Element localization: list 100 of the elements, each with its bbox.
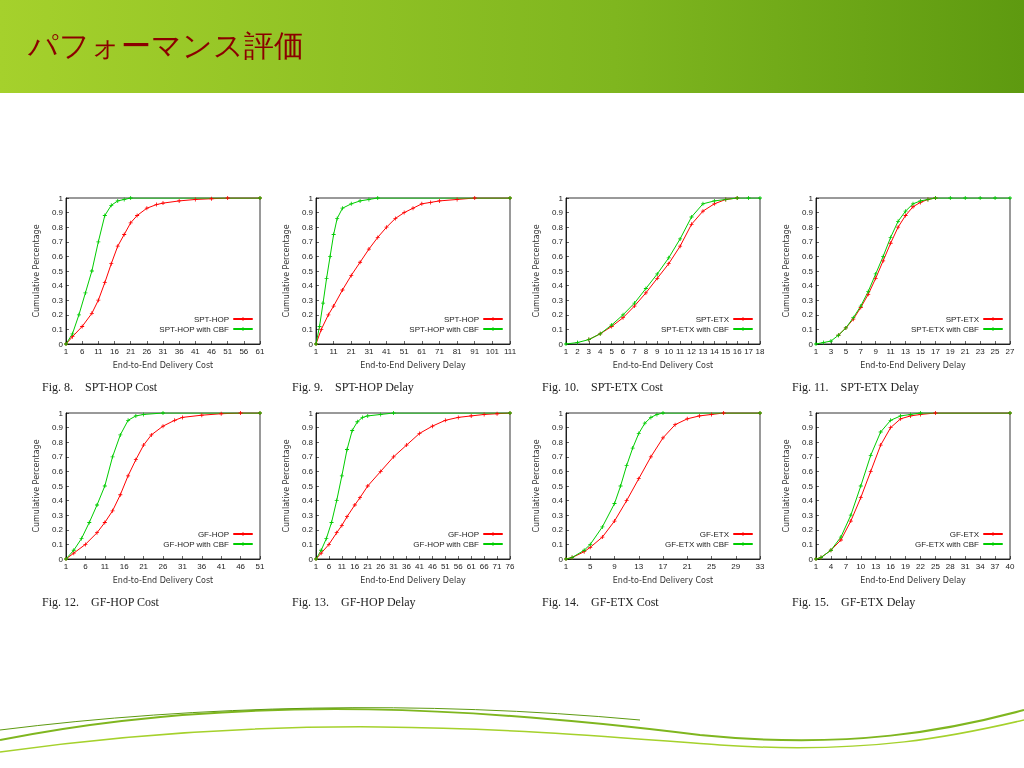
x-tick-label: 41 [382, 346, 392, 356]
point [858, 495, 863, 500]
point [83, 542, 88, 547]
x-tick-label: 29 [731, 561, 741, 571]
legend-label: SPT-ETX with CBF [910, 324, 980, 334]
legend-label: SPT-HOP [443, 314, 479, 324]
y-tick-label: 0.4 [301, 281, 314, 291]
x-tick-label: 56 [239, 346, 249, 356]
y-tick-label: 0.8 [551, 222, 564, 232]
point [709, 412, 714, 417]
line-series [814, 196, 1012, 346]
legend-label: GF-HOP [197, 529, 229, 539]
x-tick-label: 25 [707, 561, 717, 571]
x-tick-label: 71 [492, 561, 503, 571]
point [109, 261, 114, 266]
y-tick-label: 0.1 [51, 324, 64, 334]
y-tick-label: 0.9 [51, 208, 64, 218]
point [135, 213, 140, 218]
point [199, 413, 204, 418]
x-tick-label: 36 [174, 346, 185, 356]
x-tick-label: 16 [110, 346, 120, 356]
point [102, 280, 107, 285]
x-tick-label: 46 [427, 561, 438, 571]
y-tick-label: 0.6 [801, 466, 814, 476]
point [133, 457, 138, 462]
x-axis-title: End-to-End Delivery Delay [360, 360, 467, 370]
point [334, 498, 339, 503]
line-series [314, 411, 512, 561]
line-series [64, 196, 262, 346]
x-tick-label: 11 [94, 346, 104, 356]
y-axis-title: Cumulative Percentage [32, 224, 42, 318]
point [144, 206, 149, 211]
legend-label: GF-HOP with CBF [163, 539, 230, 549]
x-tick-label: 31 [364, 346, 374, 356]
point [79, 536, 84, 541]
y-tick-label: 0.5 [551, 481, 564, 491]
line-series [64, 411, 262, 561]
point [404, 443, 409, 448]
point [375, 235, 380, 240]
x-axis-title: End-to-End Delivery Delay [360, 575, 467, 585]
legend-label: GF-ETX [949, 529, 980, 539]
y-tick-label: 0.5 [51, 481, 64, 491]
x-tick-label: 21 [960, 346, 971, 356]
x-tick-label: 27 [1005, 346, 1015, 356]
x-tick-label: 28 [945, 561, 956, 571]
point [643, 286, 648, 291]
y-axis-title: Cumulative Percentage [782, 224, 792, 318]
caption: Fig. 13. GF-HOP Delay [292, 595, 417, 610]
y-tick-label: 0.6 [551, 466, 564, 476]
y-tick-label: 0.7 [551, 452, 564, 462]
legend-label: SPT-ETX [945, 314, 980, 324]
point [888, 418, 893, 423]
x-tick-label: 76 [505, 561, 515, 571]
y-tick-label: 0.3 [51, 295, 64, 305]
point [128, 220, 133, 225]
point [600, 535, 605, 540]
y-tick-label: 0.8 [51, 437, 64, 447]
point [384, 225, 389, 230]
point [219, 411, 224, 416]
y-tick-label: 0.1 [551, 324, 564, 334]
y-tick-label: 0.6 [51, 466, 64, 476]
legend-label: SPT-ETX with CBF [660, 324, 730, 334]
y-tick-label: 0.2 [551, 310, 564, 320]
x-tick-label: 13 [901, 346, 911, 356]
x-tick-label: 11 [675, 346, 685, 356]
x-tick-label: 25 [990, 346, 1001, 356]
y-tick-label: 0.3 [551, 510, 564, 520]
y-tick-label: 0.6 [301, 251, 314, 261]
x-tick-label: 10 [856, 561, 866, 571]
point [349, 273, 354, 278]
x-tick-label: 7 [858, 346, 864, 356]
y-tick-label: 1 [58, 193, 64, 203]
point [360, 415, 365, 420]
x-axis-title: End-to-End Delivery Delay [860, 360, 967, 370]
x-tick-label: 61 [417, 346, 427, 356]
point [331, 232, 336, 237]
point [102, 213, 107, 218]
x-tick-label: 36 [197, 561, 207, 571]
point [443, 418, 448, 423]
y-tick-label: 0.2 [51, 310, 64, 320]
point [878, 443, 883, 448]
x-tick-label: 21 [139, 561, 149, 571]
caption: Fig. 11. SPT-ETX Delay [792, 380, 921, 395]
x-tick-label: 36 [402, 561, 412, 571]
line-series [314, 196, 512, 346]
point [678, 244, 683, 249]
point [193, 197, 198, 202]
x-tick-label: 17 [658, 561, 668, 571]
y-tick-label: 1 [808, 193, 814, 203]
point [118, 492, 123, 497]
y-axis-title: Cumulative Percentage [32, 439, 42, 533]
y-tick-label: 1 [308, 408, 314, 418]
y-axis-title: Cumulative Percentage [782, 439, 792, 533]
x-tick-label: 2 [575, 346, 581, 356]
x-tick-label: 56 [453, 561, 464, 571]
point [428, 200, 433, 205]
y-tick-label: 0.8 [51, 222, 64, 232]
point [355, 419, 360, 424]
point [456, 415, 461, 420]
x-tick-label: 3 [586, 346, 592, 356]
